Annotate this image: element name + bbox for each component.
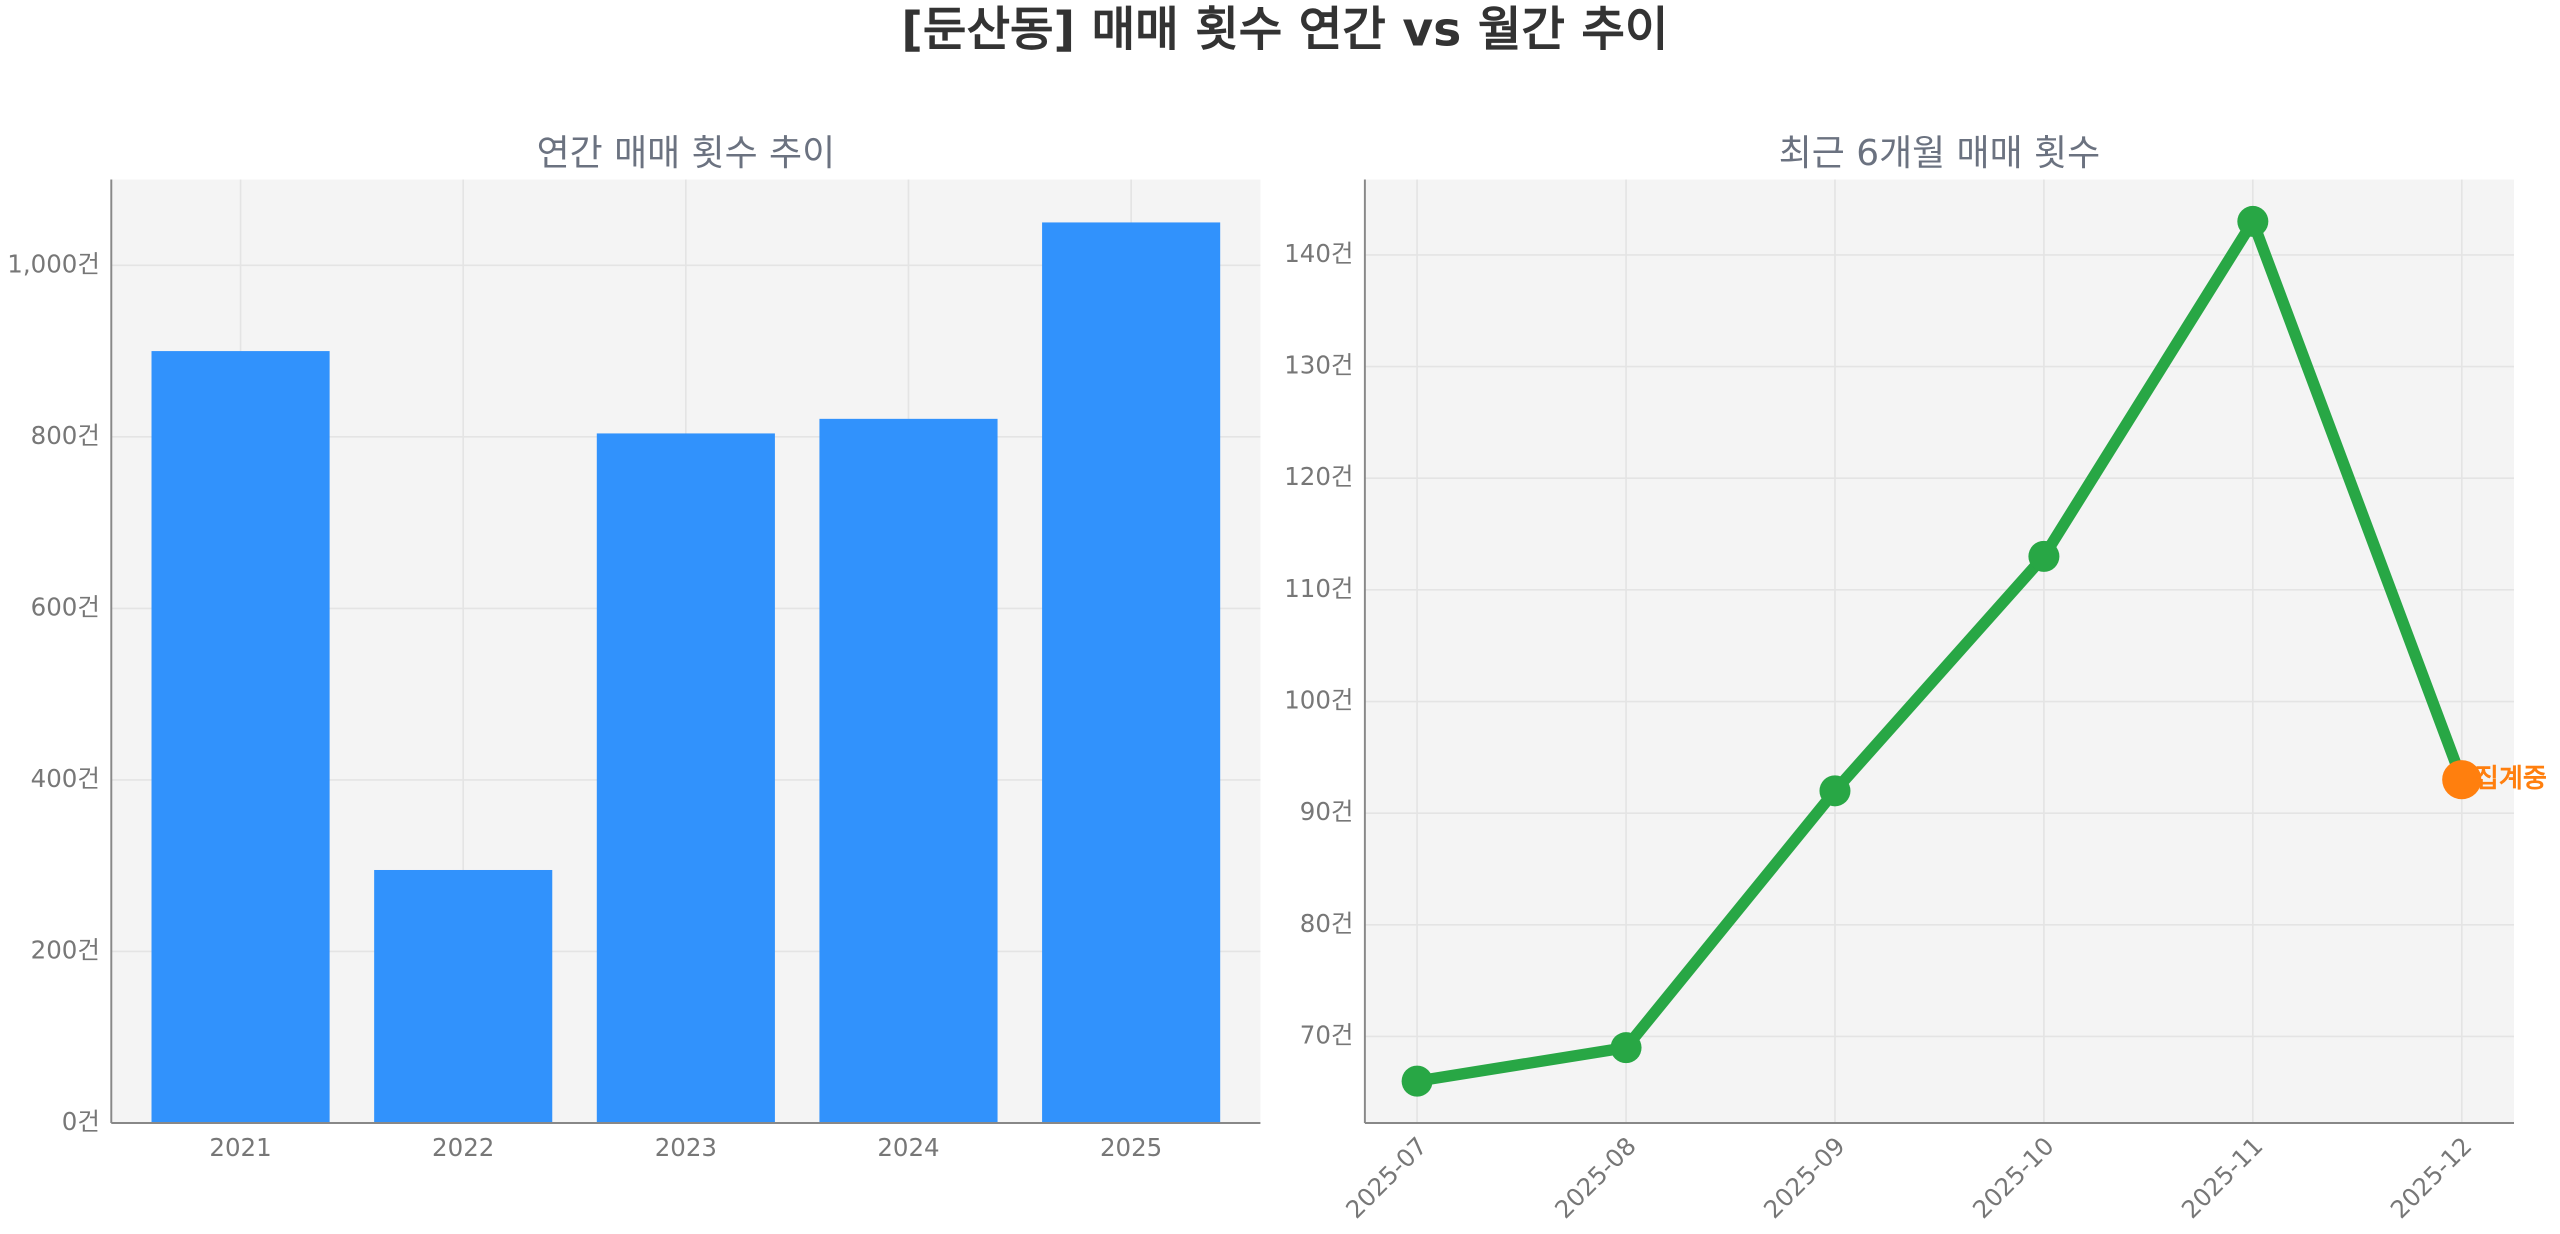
x-tick-label: 2025-12 <box>2385 1131 2478 1224</box>
x-tick-label: 2025-11 <box>2176 1131 2269 1224</box>
x-tick-label: 2025 <box>1100 1133 1162 1162</box>
chart-title: 최근 6개월 매매 횟수 <box>1779 133 2100 174</box>
point <box>1610 1032 1642 1064</box>
point <box>2028 540 2060 572</box>
point <box>2237 205 2269 237</box>
annotation: 집계중 <box>2475 764 2547 794</box>
bar <box>1042 222 1221 1124</box>
y-tick-label: 70건 <box>1300 1020 1354 1049</box>
y-tick-label: 400건 <box>31 764 100 793</box>
x-tick-label: 2024 <box>877 1133 939 1162</box>
x-tick-label: 2023 <box>655 1133 717 1162</box>
bar <box>374 869 553 1124</box>
point <box>1819 775 1851 807</box>
plot-area <box>1364 179 2514 1124</box>
y-tick-label: 200건 <box>31 935 100 964</box>
y-tick-label: 110건 <box>1284 574 1353 603</box>
x-tick-label: 2025-09 <box>1758 1131 1851 1224</box>
bar <box>819 418 998 1124</box>
x-tick-label: 2021 <box>209 1133 271 1162</box>
point <box>1401 1065 1433 1097</box>
y-tick-label: 120건 <box>1284 462 1353 491</box>
bar <box>596 433 775 1124</box>
y-tick-label: 100건 <box>1284 686 1353 715</box>
x-tick-label: 2022 <box>432 1133 494 1162</box>
y-tick-label: 140건 <box>1284 239 1353 268</box>
bar <box>151 351 330 1124</box>
y-tick-label: 130건 <box>1284 351 1353 380</box>
x-tick-label: 2025-10 <box>1967 1131 2060 1224</box>
x-tick-label: 2025-08 <box>1549 1131 1642 1224</box>
chart-title: 연간 매매 횟수 추이 <box>537 133 836 174</box>
x-tick-label: 2025-07 <box>1340 1131 1433 1224</box>
y-tick-label: 1,000건 <box>7 249 100 278</box>
y-tick-label: 600건 <box>31 592 100 621</box>
figure-title: [둔산동] 매매 횟수 연간 vs 월간 추이 <box>901 3 1668 58</box>
line <box>1416 215 2468 1087</box>
y-tick-label: 80건 <box>1300 909 1354 938</box>
y-tick-label: 800건 <box>31 421 100 450</box>
y-tick-label: 90건 <box>1300 797 1354 826</box>
y-tick-label: 0건 <box>62 1107 100 1136</box>
point <box>2442 760 2482 800</box>
